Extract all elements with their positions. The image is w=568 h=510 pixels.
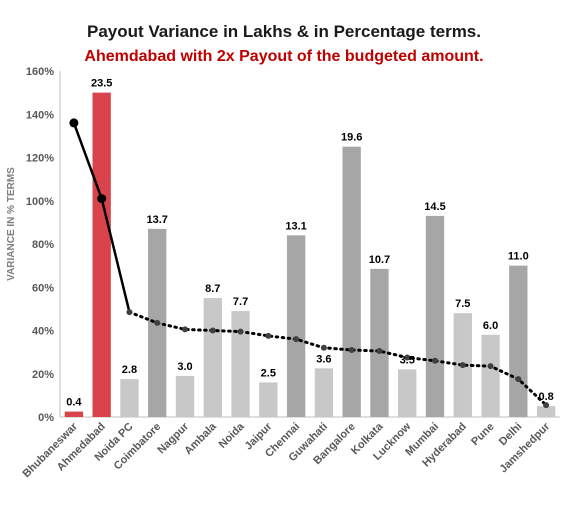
bar-data-label: 3.5 [400, 354, 415, 366]
bar-data-label: 13.1 [285, 220, 306, 232]
chart-subtitle: Ahemdabad with 2x Payout of the budgeted… [84, 48, 484, 65]
bar-guwahati [314, 368, 334, 417]
line-point [515, 376, 522, 383]
bar-data-label: 0.8 [538, 391, 553, 403]
y-tick-label: 160% [26, 66, 54, 78]
bar-data-label: 3.6 [316, 353, 331, 365]
bar-data-label: 2.8 [122, 364, 137, 376]
chart-title: Payout Variance in Lakhs & in Percentage… [87, 22, 481, 41]
bar-data-label: 10.7 [369, 254, 390, 266]
line-point [126, 309, 133, 316]
y-axis-title: VARIANCE IN % TERMS [6, 167, 17, 281]
line-point [459, 362, 466, 369]
bar-data-label: 3.0 [177, 361, 192, 373]
bar-lucknow [398, 369, 417, 417]
line-point [182, 326, 188, 333]
bar-data-label: 2.5 [261, 367, 276, 379]
bar-noida [231, 311, 250, 417]
bar-pune [481, 334, 500, 417]
line-point [97, 194, 107, 204]
y-tick-label: 80% [32, 239, 54, 251]
line-point [209, 327, 216, 334]
y-tick-label: 100% [26, 196, 54, 208]
bar-jaipur [259, 382, 278, 417]
y-tick-label: 0% [38, 412, 54, 424]
line-point [320, 344, 327, 351]
line-point [237, 328, 244, 335]
bar-bangalore [342, 146, 361, 417]
bar-ambala [203, 298, 222, 417]
line-point [404, 354, 411, 361]
bar-nagpur [175, 375, 195, 417]
bar-data-label: 14.5 [424, 201, 445, 213]
line-point [265, 332, 272, 339]
line-point [432, 357, 438, 364]
bar-jamshedpur [536, 406, 556, 417]
bar-mumbai [425, 215, 445, 417]
bar-data-label: 7.7 [233, 296, 248, 308]
line-point [69, 118, 79, 128]
bar-kolkata [370, 268, 389, 417]
y-tick-label: 140% [26, 109, 54, 121]
bar-noida-pc [120, 379, 139, 417]
bar-data-label: 0.4 [66, 397, 82, 409]
line-point [543, 402, 550, 409]
line-point [293, 336, 300, 343]
line-point [487, 363, 494, 370]
line-point [376, 348, 383, 355]
bar-data-label: 7.5 [455, 298, 470, 310]
bar-data-label: 23.5 [91, 78, 112, 90]
line-point [348, 346, 355, 353]
y-tick-label: 60% [32, 282, 54, 294]
x-tick-label: Pune [469, 421, 497, 449]
bar-chennai [286, 235, 306, 417]
bar-data-label: 13.7 [147, 214, 168, 226]
y-tick-label: 120% [26, 153, 54, 165]
bar-ahmedabad [92, 92, 111, 417]
x-tick-label: Noida [217, 420, 248, 451]
x-tick-label: Ambala [182, 420, 219, 457]
trend-line-dotted [127, 310, 548, 407]
y-tick-label: 20% [32, 369, 54, 381]
bar-data-label: 8.7 [205, 283, 220, 295]
bar-data-label: 6.0 [483, 320, 498, 332]
bar-delhi [509, 265, 528, 417]
bar-bhubaneswar [64, 411, 84, 417]
y-tick-label: 40% [32, 326, 54, 338]
line-point [154, 319, 161, 326]
bar-data-label: 11.0 [508, 251, 529, 263]
bar-data-label: 19.6 [341, 132, 362, 144]
